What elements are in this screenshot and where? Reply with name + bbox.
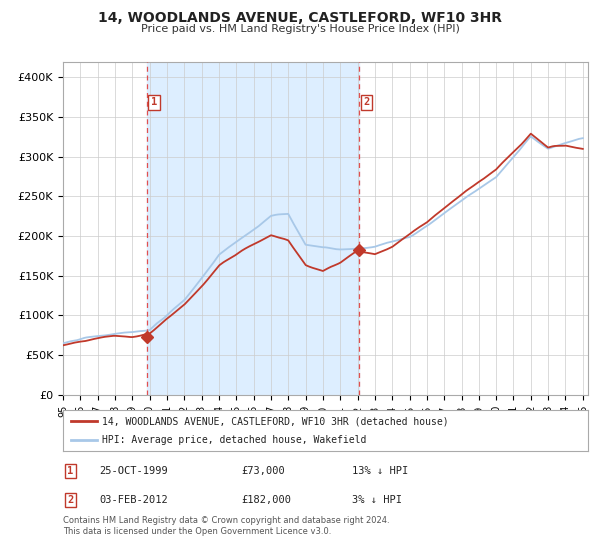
Text: Price paid vs. HM Land Registry's House Price Index (HPI): Price paid vs. HM Land Registry's House … [140,24,460,34]
Text: 13% ↓ HPI: 13% ↓ HPI [352,466,408,476]
Text: Contains HM Land Registry data © Crown copyright and database right 2024.
This d: Contains HM Land Registry data © Crown c… [63,516,389,536]
Text: £182,000: £182,000 [241,495,292,505]
Text: 14, WOODLANDS AVENUE, CASTLEFORD, WF10 3HR: 14, WOODLANDS AVENUE, CASTLEFORD, WF10 3… [98,11,502,25]
Text: 2: 2 [364,97,370,108]
Text: 25-OCT-1999: 25-OCT-1999 [100,466,169,476]
Text: £73,000: £73,000 [241,466,285,476]
Text: 1: 1 [67,466,73,476]
Text: 14, WOODLANDS AVENUE, CASTLEFORD, WF10 3HR (detached house): 14, WOODLANDS AVENUE, CASTLEFORD, WF10 3… [103,417,449,426]
Bar [146,62,359,395]
Text: HPI: Average price, detached house, Wakefield: HPI: Average price, detached house, Wake… [103,435,367,445]
Text: 03-FEB-2012: 03-FEB-2012 [100,495,169,505]
Text: 2: 2 [67,495,73,505]
Text: 1: 1 [151,97,157,108]
Text: 3% ↓ HPI: 3% ↓ HPI [352,495,402,505]
